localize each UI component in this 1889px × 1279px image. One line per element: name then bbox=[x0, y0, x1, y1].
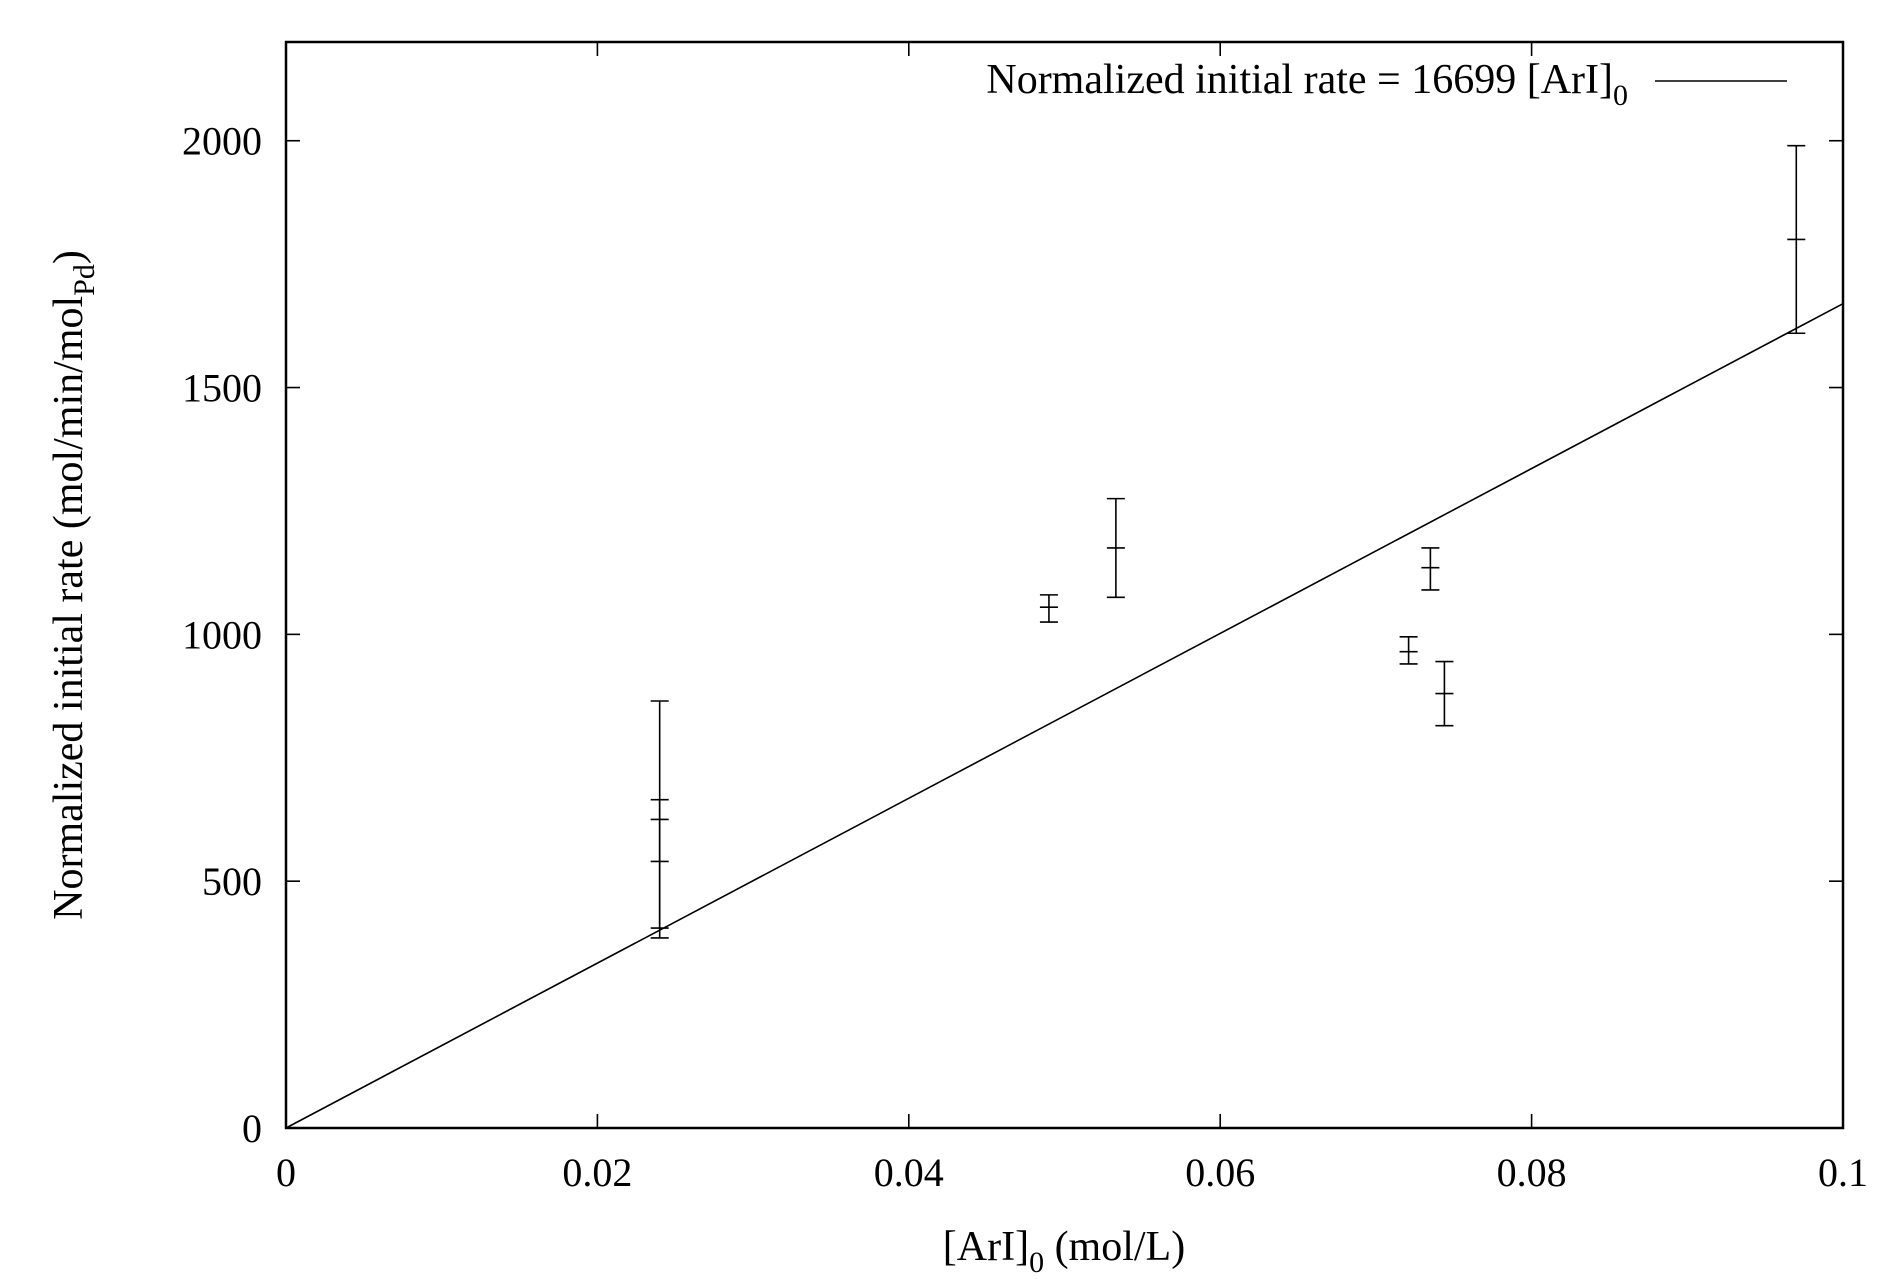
y-tick-label: 500 bbox=[202, 859, 262, 904]
x-tick-label: 0 bbox=[276, 1150, 296, 1195]
y-tick-label: 1000 bbox=[182, 612, 262, 657]
data-point bbox=[1435, 660, 1454, 727]
data-point bbox=[1039, 594, 1058, 623]
x-tick-label: 0.1 bbox=[1818, 1150, 1868, 1195]
y-tick-label: 0 bbox=[242, 1106, 262, 1151]
legend-label: Normalized initial rate = 16699 [ArI]0 bbox=[986, 57, 1628, 112]
fit-line-group bbox=[285, 302, 1844, 1129]
data-point bbox=[1421, 547, 1440, 591]
data-point bbox=[1399, 636, 1418, 665]
tick-labels: 0 0.02 0.04 0.06 0.08 0.1 0 500 1000 1500 2000 bbox=[182, 119, 1868, 1195]
error-bars bbox=[650, 144, 1806, 939]
data-point bbox=[650, 700, 669, 939]
y-axis-title: Normalized initial rate (mol/min/molPd) bbox=[46, 250, 101, 920]
x-tick-label: 0.02 bbox=[562, 1150, 632, 1195]
x-tick-label: 0.08 bbox=[1497, 1150, 1567, 1195]
data-point bbox=[1787, 144, 1806, 335]
plot-frame bbox=[284, 40, 1845, 1130]
x-tick-label: 0.06 bbox=[1185, 1150, 1255, 1195]
axis-ticks bbox=[285, 42, 1844, 1129]
x-tick-label: 0.04 bbox=[874, 1150, 944, 1195]
y-tick-label: 1500 bbox=[182, 366, 262, 411]
fit-line bbox=[285, 302, 1844, 1129]
legend: Normalized initial rate = 16699 [ArI]0 bbox=[986, 57, 1787, 112]
data-point bbox=[1106, 497, 1125, 599]
x-axis-title: [ArI]0 (mol/L) bbox=[943, 1224, 1185, 1279]
y-tick-label: 2000 bbox=[182, 119, 262, 164]
